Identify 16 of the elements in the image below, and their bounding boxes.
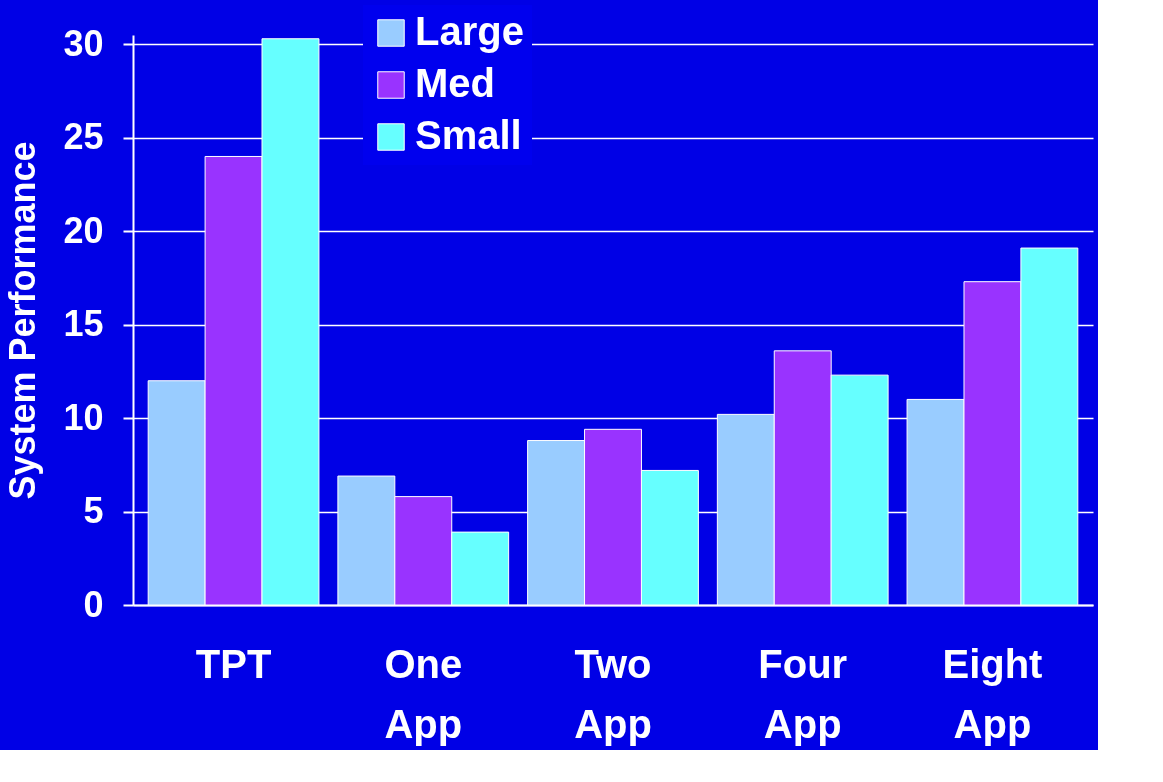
legend-label: Med: [415, 61, 495, 105]
x-tick-label: Two App: [574, 641, 652, 746]
legend-label: Large: [415, 9, 524, 53]
x-tick-label: TPT: [195, 641, 272, 686]
x-tick-label: Eight App: [942, 641, 1043, 746]
y-tick-label: 15: [63, 303, 104, 345]
y-tick-label: 25: [63, 116, 104, 158]
y-tick-label: 10: [63, 396, 104, 438]
y-tick-label: 20: [63, 209, 104, 251]
x-tick-label: Four App: [758, 641, 848, 746]
y-tick-label: 30: [63, 22, 104, 64]
legend-label: Small: [415, 113, 522, 157]
y-axis-title: System Performance: [2, 141, 44, 500]
y-tick-label: 0: [83, 583, 104, 625]
x-tick-label: One App: [384, 641, 463, 746]
y-tick-label: 5: [83, 490, 104, 532]
